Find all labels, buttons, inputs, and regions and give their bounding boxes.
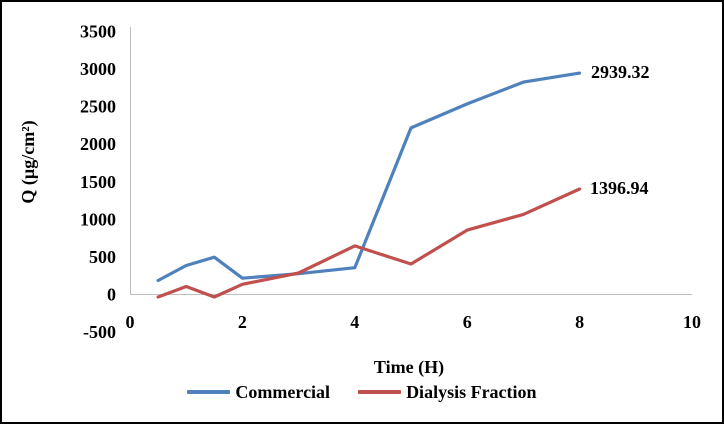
dialysis-fraction-end-value-label: 1396.94 [590,178,649,198]
y-axis-tick-label: 3000 [80,59,116,79]
legend-item-commercial: Commercial [187,382,330,403]
y-axis-tick-label: 1000 [80,209,116,229]
chart-legend: Commercial Dialysis Fraction [2,381,722,403]
x-axis-tick-label: 0 [126,312,135,332]
dialysis-fraction-line-swatch [358,390,402,394]
commercial-line-series [156,71,582,283]
y-axis-tick-label: -500 [83,322,116,342]
x-axis-tick-label: 4 [350,312,359,332]
y-axis-tick-label: 2000 [80,134,116,154]
dialysis-fraction-line-series [156,187,582,299]
x-axis-tick-label: 8 [575,312,584,332]
legend-label-commercial: Commercial [235,381,331,402]
legend-item-dialysis-fraction: Dialysis Fraction [358,382,537,403]
legend-label-dialysis-fraction: Dialysis Fraction [406,381,537,402]
y-axis-tick-label: 2500 [80,97,116,117]
x-axis-tick-label: 2 [238,312,247,332]
x-axis-tick-label: 10 [683,312,701,332]
x-axis-tick-label: 6 [463,312,472,332]
y-axis-tick-label: 0 [107,285,116,305]
y-axis-tick-label: 1500 [80,172,116,192]
commercial-end-value-label: 2939.32 [591,62,650,82]
y-axis-tick-label: 3500 [80,22,116,42]
x-axis-title: Time (H) [373,357,445,377]
y-axis-title: Q (µg/cm²) [18,120,38,204]
commercial-line-swatch [187,390,231,394]
y-axis-tick-label: 500 [89,247,116,267]
